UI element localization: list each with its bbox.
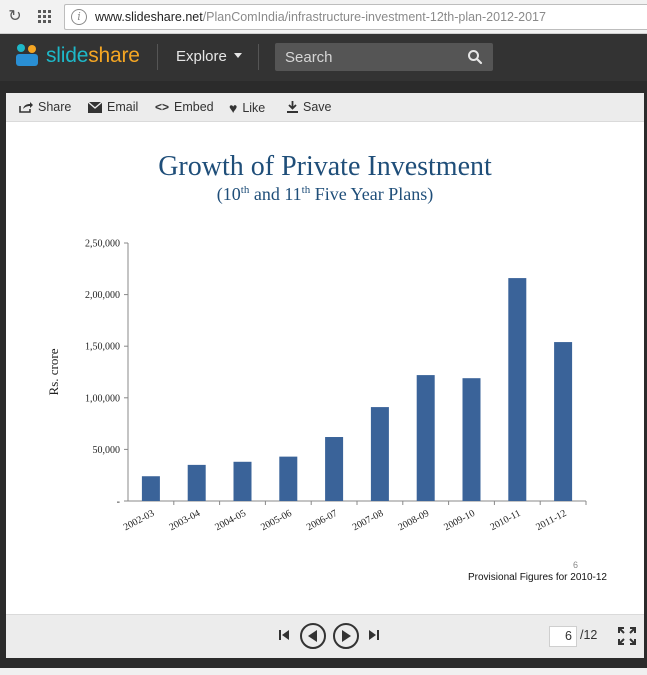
fullscreen-icon bbox=[618, 627, 636, 645]
x-tick-label: 2003-04 bbox=[168, 508, 203, 533]
slide-title: Growth of Private Investment bbox=[158, 151, 492, 182]
y-axis-label: Rs. crore bbox=[46, 348, 61, 395]
logo-text-share: share bbox=[88, 44, 140, 67]
email-button[interactable]: Email bbox=[88, 100, 138, 114]
player-controls: 6 /12 bbox=[6, 614, 644, 658]
search-placeholder: Search bbox=[285, 49, 333, 66]
bar bbox=[416, 375, 435, 501]
logo-text-slide: slide bbox=[46, 44, 89, 67]
x-tick-label: 2010-11 bbox=[488, 508, 522, 533]
embed-button[interactable]: <> Embed bbox=[155, 100, 214, 114]
header-divider bbox=[157, 44, 158, 70]
bar bbox=[187, 464, 206, 501]
slideshare-logo[interactable]: slideshare bbox=[16, 44, 140, 68]
bar bbox=[462, 378, 481, 501]
play-back-icon bbox=[308, 630, 317, 642]
y-tick-label: 2,50,000 bbox=[85, 239, 120, 250]
slide-page-number: 6 bbox=[573, 560, 579, 570]
x-tick-label: 2011-12 bbox=[534, 508, 568, 533]
page-total: /12 bbox=[580, 628, 598, 642]
slide-footnote: Provisional Figures for 2010-12 bbox=[468, 572, 607, 583]
fullscreen-button[interactable] bbox=[617, 626, 637, 651]
bar bbox=[325, 437, 344, 501]
slide-canvas: Growth of Private Investment (10th and 1… bbox=[6, 123, 644, 614]
save-button[interactable]: Save bbox=[287, 100, 332, 114]
y-tick-label: - bbox=[117, 497, 120, 508]
slideshare-logo-icon bbox=[16, 44, 40, 68]
bar-chart: - 50,000 1,00,000 1,50,000 2,00,000 2,50,000 R… bbox=[46, 239, 587, 533]
share-toolbar: Share Email <> Embed ♥ Like Save bbox=[6, 93, 644, 122]
browser-toolbar: ↻ i www.slideshare.net/PlanComIndia/infr… bbox=[0, 0, 647, 34]
bar bbox=[141, 476, 160, 501]
header-divider bbox=[258, 44, 259, 70]
x-tick-label: 2005-06 bbox=[259, 508, 294, 533]
page-info-icon[interactable]: i bbox=[71, 9, 87, 25]
page-bottom-strip bbox=[0, 668, 647, 675]
x-tick-label: 2002-03 bbox=[122, 508, 157, 533]
y-tick-label: 1,50,000 bbox=[85, 342, 120, 353]
search-input[interactable]: Search bbox=[275, 43, 493, 71]
y-tick-label: 1,00,000 bbox=[85, 393, 120, 404]
skip-first-icon bbox=[279, 630, 289, 640]
bar bbox=[508, 278, 527, 501]
email-icon bbox=[88, 101, 102, 113]
x-tick-label: 2007-08 bbox=[351, 508, 386, 533]
reload-icon[interactable]: ↻ bbox=[8, 8, 22, 25]
next-slide-button[interactable] bbox=[333, 623, 359, 649]
heart-icon: ♥ bbox=[229, 100, 238, 116]
x-tick-label: 2008-09 bbox=[397, 508, 432, 533]
code-icon: <> bbox=[155, 100, 170, 114]
bar bbox=[279, 456, 298, 501]
apps-grid-icon[interactable] bbox=[34, 6, 56, 28]
first-slide-button[interactable] bbox=[278, 628, 290, 646]
download-icon bbox=[287, 101, 298, 113]
x-tick-label: 2009-10 bbox=[442, 508, 477, 533]
share-icon bbox=[19, 102, 33, 113]
url-text: www.slideshare.net/PlanComIndia/infrastr… bbox=[95, 10, 546, 24]
page-number-input[interactable]: 6 bbox=[549, 626, 577, 647]
play-icon bbox=[342, 630, 351, 642]
like-button[interactable]: ♥ Like bbox=[229, 100, 266, 116]
previous-slide-button[interactable] bbox=[300, 623, 326, 649]
bar bbox=[554, 342, 573, 501]
x-tick-label: 2004-05 bbox=[213, 508, 248, 533]
explore-menu-button[interactable]: Explore bbox=[176, 48, 242, 65]
share-button[interactable]: Share bbox=[19, 100, 71, 114]
y-tick-label: 50,000 bbox=[93, 445, 121, 456]
slide-player: Share Email <> Embed ♥ Like Save Growth … bbox=[6, 93, 644, 658]
bar bbox=[233, 461, 252, 501]
last-slide-button[interactable] bbox=[368, 628, 380, 646]
caret-down-icon bbox=[233, 52, 242, 58]
slide-subtitle: (10th and 11th Five Year Plans) bbox=[216, 184, 434, 204]
y-tick-label: 2,00,000 bbox=[85, 290, 120, 301]
skip-last-icon bbox=[369, 630, 379, 640]
search-icon[interactable] bbox=[467, 49, 483, 65]
x-tick-label: 2006-07 bbox=[305, 508, 340, 533]
bar bbox=[370, 407, 389, 501]
address-bar[interactable]: i www.slideshare.net/PlanComIndia/infras… bbox=[64, 4, 647, 30]
site-header: slideshare Explore Search bbox=[0, 34, 647, 81]
